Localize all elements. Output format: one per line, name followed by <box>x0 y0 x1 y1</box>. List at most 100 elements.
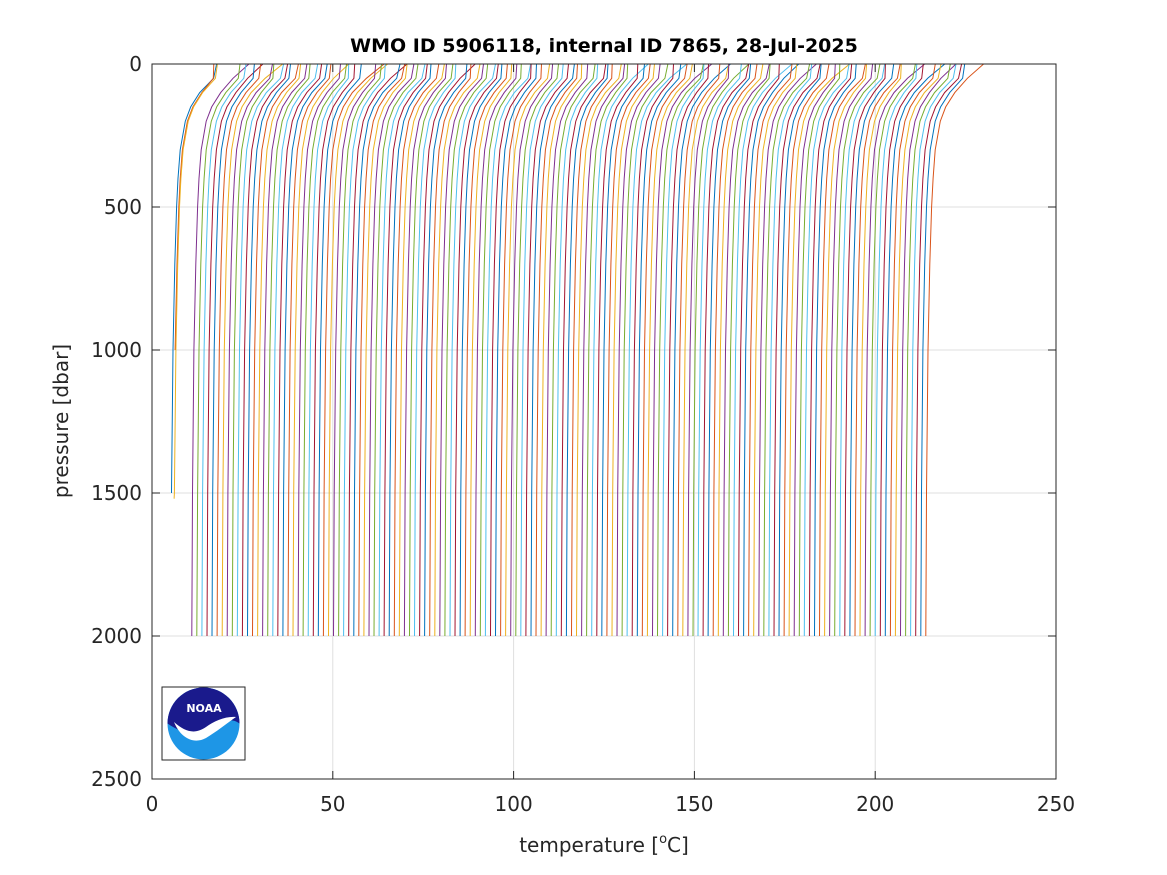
profile-line <box>768 63 813 637</box>
y-tick-label: 1000 <box>91 338 142 362</box>
x-axis-label-degree: o <box>659 832 667 847</box>
y-tick-label: 2000 <box>91 624 142 648</box>
profile-line <box>292 63 350 637</box>
profile-line <box>353 63 401 637</box>
profile-line <box>925 63 984 637</box>
profile-line <box>307 63 350 637</box>
profile-line <box>459 63 503 637</box>
x-tick-label: 100 <box>495 792 533 816</box>
profile-line <box>272 63 319 637</box>
profile-line <box>226 63 273 637</box>
profile-line <box>403 63 447 637</box>
profile-line <box>616 63 661 637</box>
profile-line <box>864 63 926 637</box>
profile-line <box>297 63 341 637</box>
series-layer <box>171 63 984 637</box>
profile-line <box>692 63 750 637</box>
profile-line <box>900 63 957 637</box>
profile-line <box>231 63 275 637</box>
profile-line <box>560 63 607 637</box>
profile-line <box>196 63 241 637</box>
profile-line <box>920 63 966 637</box>
profile-line <box>333 63 377 637</box>
profile-line <box>905 63 951 637</box>
profile-line <box>834 63 881 637</box>
profile-line <box>555 63 599 637</box>
profile-line <box>424 63 468 637</box>
profile-line <box>849 63 895 637</box>
y-tick-label: 2500 <box>91 767 142 791</box>
profile-line <box>257 63 302 637</box>
profile-line <box>378 63 426 637</box>
profile-line <box>221 63 284 637</box>
profile-line <box>444 63 489 637</box>
profile-line <box>191 63 250 637</box>
profile-line <box>662 63 705 637</box>
profile-line <box>535 63 578 637</box>
profile-line <box>322 63 385 637</box>
profile-line <box>586 63 629 637</box>
profile-line <box>469 63 513 637</box>
profile-line <box>216 63 262 637</box>
profile-line <box>824 63 868 637</box>
profile-line <box>479 63 522 637</box>
profile-line <box>358 63 406 637</box>
profile-line <box>738 63 780 637</box>
profile-line <box>490 63 532 637</box>
profile-line <box>621 63 669 637</box>
profile-line <box>854 63 901 637</box>
profile-line <box>641 63 688 637</box>
profile-line <box>798 63 841 637</box>
profile-line <box>530 63 575 637</box>
profile-line <box>550 63 596 637</box>
profile-line <box>672 63 731 637</box>
profile-line <box>727 63 771 637</box>
profile-line <box>495 63 537 637</box>
y-tick-label: 1500 <box>91 481 142 505</box>
x-tick-label: 50 <box>320 792 345 816</box>
profile-line <box>844 63 886 637</box>
profile-line <box>174 63 215 351</box>
x-tick-label: 200 <box>856 792 894 816</box>
profile-line <box>576 63 622 637</box>
profile-line <box>803 63 850 637</box>
profile-line <box>267 63 311 637</box>
profile-line <box>601 63 645 637</box>
profile-line <box>829 63 874 637</box>
y-axis-label: pressure [dbar] <box>49 344 73 498</box>
y-tick-label: 0 <box>129 52 142 76</box>
logo-bird-shape <box>174 716 236 741</box>
profile-line <box>753 63 798 637</box>
profile-line <box>783 63 830 637</box>
profile-line <box>287 63 332 637</box>
profile-line <box>398 63 445 637</box>
profile-line <box>722 63 770 637</box>
profile-line <box>874 63 918 637</box>
profile-line <box>915 63 963 637</box>
profile-line <box>677 63 721 637</box>
profile-line <box>201 63 247 637</box>
profile-line <box>252 63 299 637</box>
profile-line <box>596 63 639 637</box>
profile-line <box>484 63 532 637</box>
profile-line <box>454 63 499 637</box>
profile-line <box>515 63 559 637</box>
profile-line <box>393 63 440 637</box>
profile-line <box>262 63 308 637</box>
profile-line <box>859 63 902 637</box>
profile-line <box>636 63 682 637</box>
profile-line <box>814 63 857 637</box>
profile-line <box>510 63 554 637</box>
profile-line <box>317 63 362 637</box>
x-axis-label-main: temperature [ <box>519 833 659 857</box>
profile-line <box>707 63 752 637</box>
y-tick-label: 500 <box>104 195 142 219</box>
profile-line <box>581 63 626 637</box>
profile-line <box>682 63 730 637</box>
profile-line <box>247 63 291 637</box>
profile-line <box>571 63 613 637</box>
profile-line <box>788 63 851 637</box>
profile-line <box>348 63 408 637</box>
